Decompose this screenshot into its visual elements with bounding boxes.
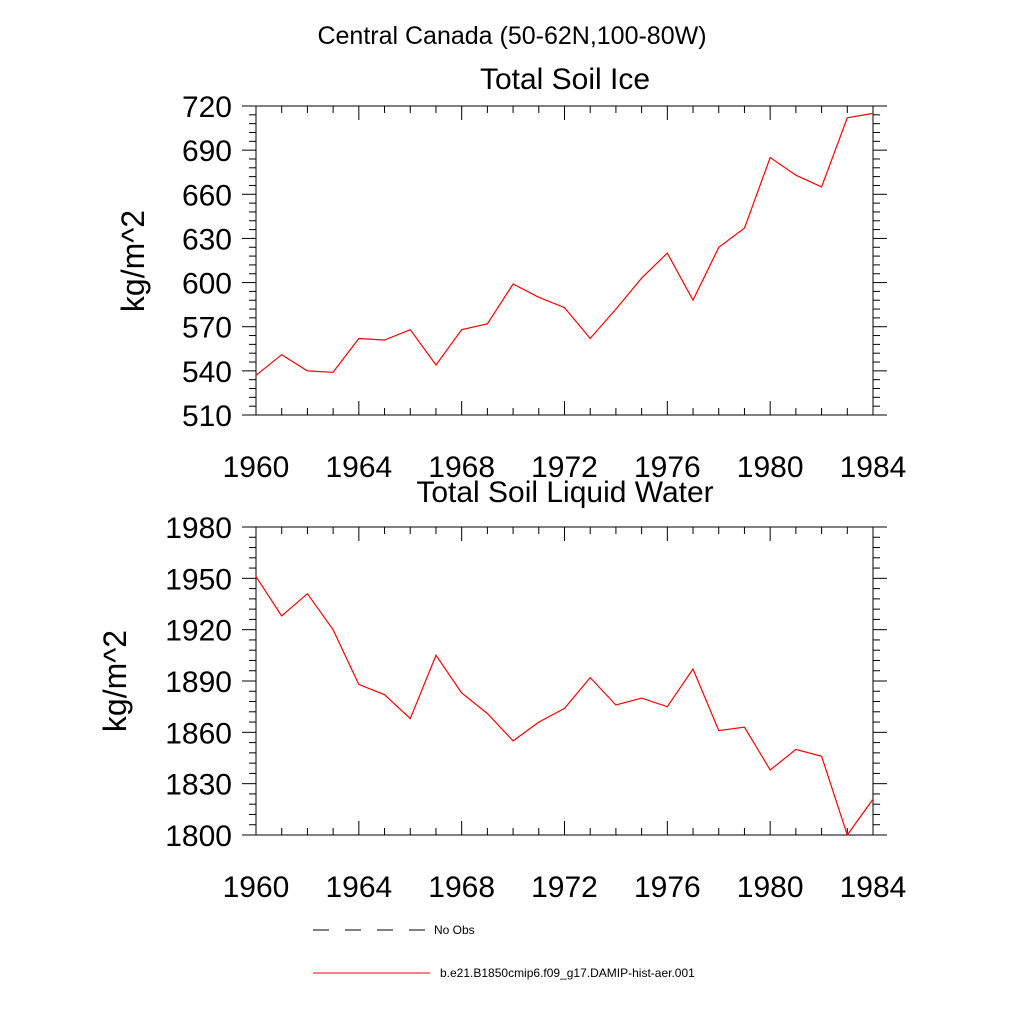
y-axis-label: kg/m^2 bbox=[115, 210, 151, 312]
panel-title: Total Soil Ice bbox=[480, 63, 650, 96]
y-tick-label: 720 bbox=[182, 91, 232, 124]
legend-label-model: b.e21.B1850cmip6.f09_g17.DAMIP-hist-aer.… bbox=[440, 966, 695, 980]
y-tick-label: 660 bbox=[182, 179, 232, 212]
x-tick-label: 1968 bbox=[428, 451, 495, 484]
y-tick-label: 1830 bbox=[165, 769, 232, 802]
x-tick-label: 1964 bbox=[325, 871, 392, 904]
y-tick-label: 540 bbox=[182, 356, 232, 389]
y-tick-label: 1860 bbox=[165, 717, 232, 750]
y-tick-label: 690 bbox=[182, 135, 232, 168]
y-tick-label: 1950 bbox=[165, 563, 232, 596]
x-tick-label: 1984 bbox=[840, 451, 907, 484]
panel-total-soil-ice: Total Soil Ice kg/m^2 1960 1964 1968 1972 19… bbox=[115, 63, 906, 484]
x-tick-label: 1964 bbox=[325, 451, 392, 484]
panel-title: Total Soil Liquid Water bbox=[416, 476, 713, 509]
y-tick-label: 1920 bbox=[165, 615, 232, 648]
x-tick-label: 1980 bbox=[737, 871, 804, 904]
y-tick-label: 1890 bbox=[165, 666, 232, 699]
plot-frame bbox=[255, 526, 874, 836]
panel-total-soil-liquid-water: Total Soil Liquid Water kg/m^2 1960 1964 1… bbox=[97, 476, 906, 904]
x-tick-label: 1972 bbox=[531, 451, 598, 484]
y-tick-label: 510 bbox=[182, 400, 232, 433]
legend-label-no-obs: No Obs bbox=[434, 923, 475, 937]
y-tick-label: 570 bbox=[182, 312, 232, 345]
plot-frame bbox=[255, 105, 874, 416]
x-tick-label: 1980 bbox=[737, 451, 804, 484]
legend: No Obs b.e21.B1850cmip6.f09_g17.DAMIP-hi… bbox=[313, 923, 695, 980]
x-tick-label: 1968 bbox=[428, 871, 495, 904]
y-tick-label: 1980 bbox=[165, 512, 232, 545]
x-tick-label: 1960 bbox=[223, 451, 290, 484]
y-axis-label: kg/m^2 bbox=[97, 630, 133, 732]
series-line bbox=[255, 112, 874, 376]
figure-title: Central Canada (50-62N,100-80W) bbox=[317, 22, 706, 50]
series-line bbox=[255, 576, 874, 837]
y-tick-label: 1800 bbox=[165, 820, 232, 853]
x-tick-label: 1984 bbox=[840, 871, 907, 904]
x-tick-label: 1976 bbox=[634, 871, 701, 904]
y-tick-label: 630 bbox=[182, 223, 232, 256]
y-tick-label: 600 bbox=[182, 268, 232, 301]
x-tick-label: 1960 bbox=[223, 871, 290, 904]
x-tick-label: 1972 bbox=[531, 871, 598, 904]
x-tick-label: 1976 bbox=[634, 451, 701, 484]
